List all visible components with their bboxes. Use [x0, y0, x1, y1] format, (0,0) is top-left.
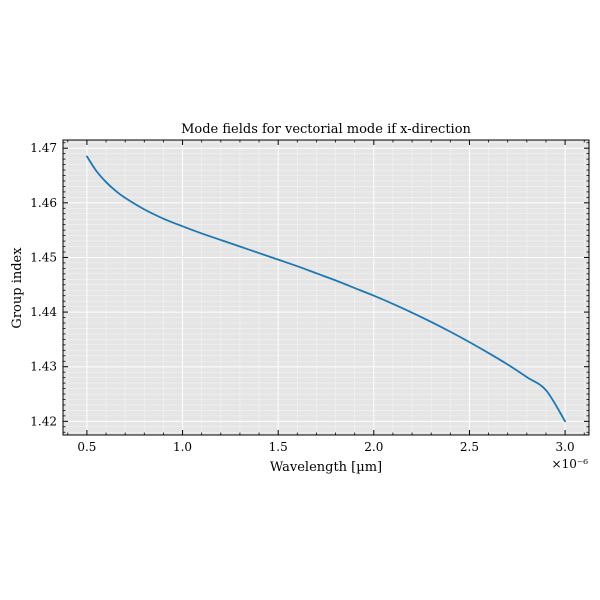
x-axis-label: Wavelength [µm] [270, 460, 382, 475]
y-tick-label: 1.46 [30, 196, 57, 210]
y-tick-label: 1.47 [30, 141, 57, 155]
y-axis-label: Group index [10, 247, 25, 329]
series-group [86, 155, 566, 423]
x-tick-label: 2.5 [460, 440, 479, 454]
series-line [86, 155, 566, 423]
chart-title: Mode fields for vectorial mode if x-dire… [181, 122, 471, 137]
x-axis-offset-label: ×10⁻⁶ [552, 457, 589, 471]
plot-frame [62, 139, 590, 436]
y-tick-label: 1.45 [30, 250, 57, 264]
x-tick-label: 3.0 [556, 440, 575, 454]
x-tick-label: 2.0 [364, 440, 383, 454]
y-tick-label: 1.42 [30, 414, 57, 428]
plot-background [63, 140, 589, 435]
x-tick-label: 1.0 [173, 440, 192, 454]
x-tick-label: 0.5 [77, 440, 96, 454]
x-tick-label: 1.5 [269, 440, 288, 454]
y-tick-label: 1.44 [30, 305, 57, 319]
y-tick-label: 1.43 [30, 360, 57, 374]
axis-ticks: 0.5 1.0 1.5 2.0 2.5 3.0 1.42 1.43 1.44 1.45 1.46 1.… [30, 140, 589, 454]
